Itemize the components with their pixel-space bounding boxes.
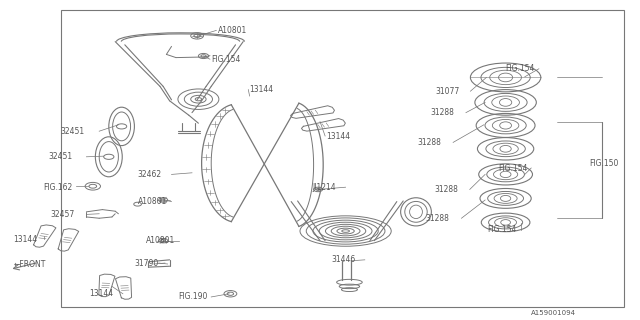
Text: 32451: 32451: [48, 152, 72, 161]
Text: FIG.154: FIG.154: [498, 164, 527, 172]
Text: 13144: 13144: [326, 132, 351, 140]
Text: 31288: 31288: [426, 214, 449, 223]
Text: FIG.154: FIG.154: [506, 64, 535, 73]
Bar: [61, 10, 624, 307]
Text: 31446: 31446: [332, 255, 356, 264]
Text: FIG.190: FIG.190: [178, 292, 207, 301]
Text: FIG.154: FIG.154: [488, 225, 517, 234]
Text: A10801: A10801: [218, 26, 247, 35]
Text: A10801: A10801: [146, 236, 175, 245]
Text: 31790: 31790: [134, 260, 159, 268]
Text: 13144: 13144: [13, 235, 37, 244]
Text: 31288: 31288: [430, 108, 454, 117]
Text: A159001094: A159001094: [531, 310, 576, 316]
Text: FIG.154: FIG.154: [211, 55, 241, 64]
Text: 31077: 31077: [435, 87, 460, 96]
Text: FIG.150: FIG.150: [589, 159, 618, 168]
Text: 13144: 13144: [90, 289, 114, 298]
Text: A10801: A10801: [138, 197, 167, 206]
Text: 31288: 31288: [417, 138, 441, 147]
Text: ←FRONT: ←FRONT: [14, 260, 47, 269]
Text: 32462: 32462: [138, 170, 162, 179]
Text: JI1214: JI1214: [312, 183, 336, 192]
Text: 31288: 31288: [434, 185, 458, 194]
Text: 32457: 32457: [50, 210, 74, 219]
Text: FIG.162: FIG.162: [44, 183, 73, 192]
Text: 13144: 13144: [250, 85, 274, 94]
Text: 32451: 32451: [61, 127, 85, 136]
